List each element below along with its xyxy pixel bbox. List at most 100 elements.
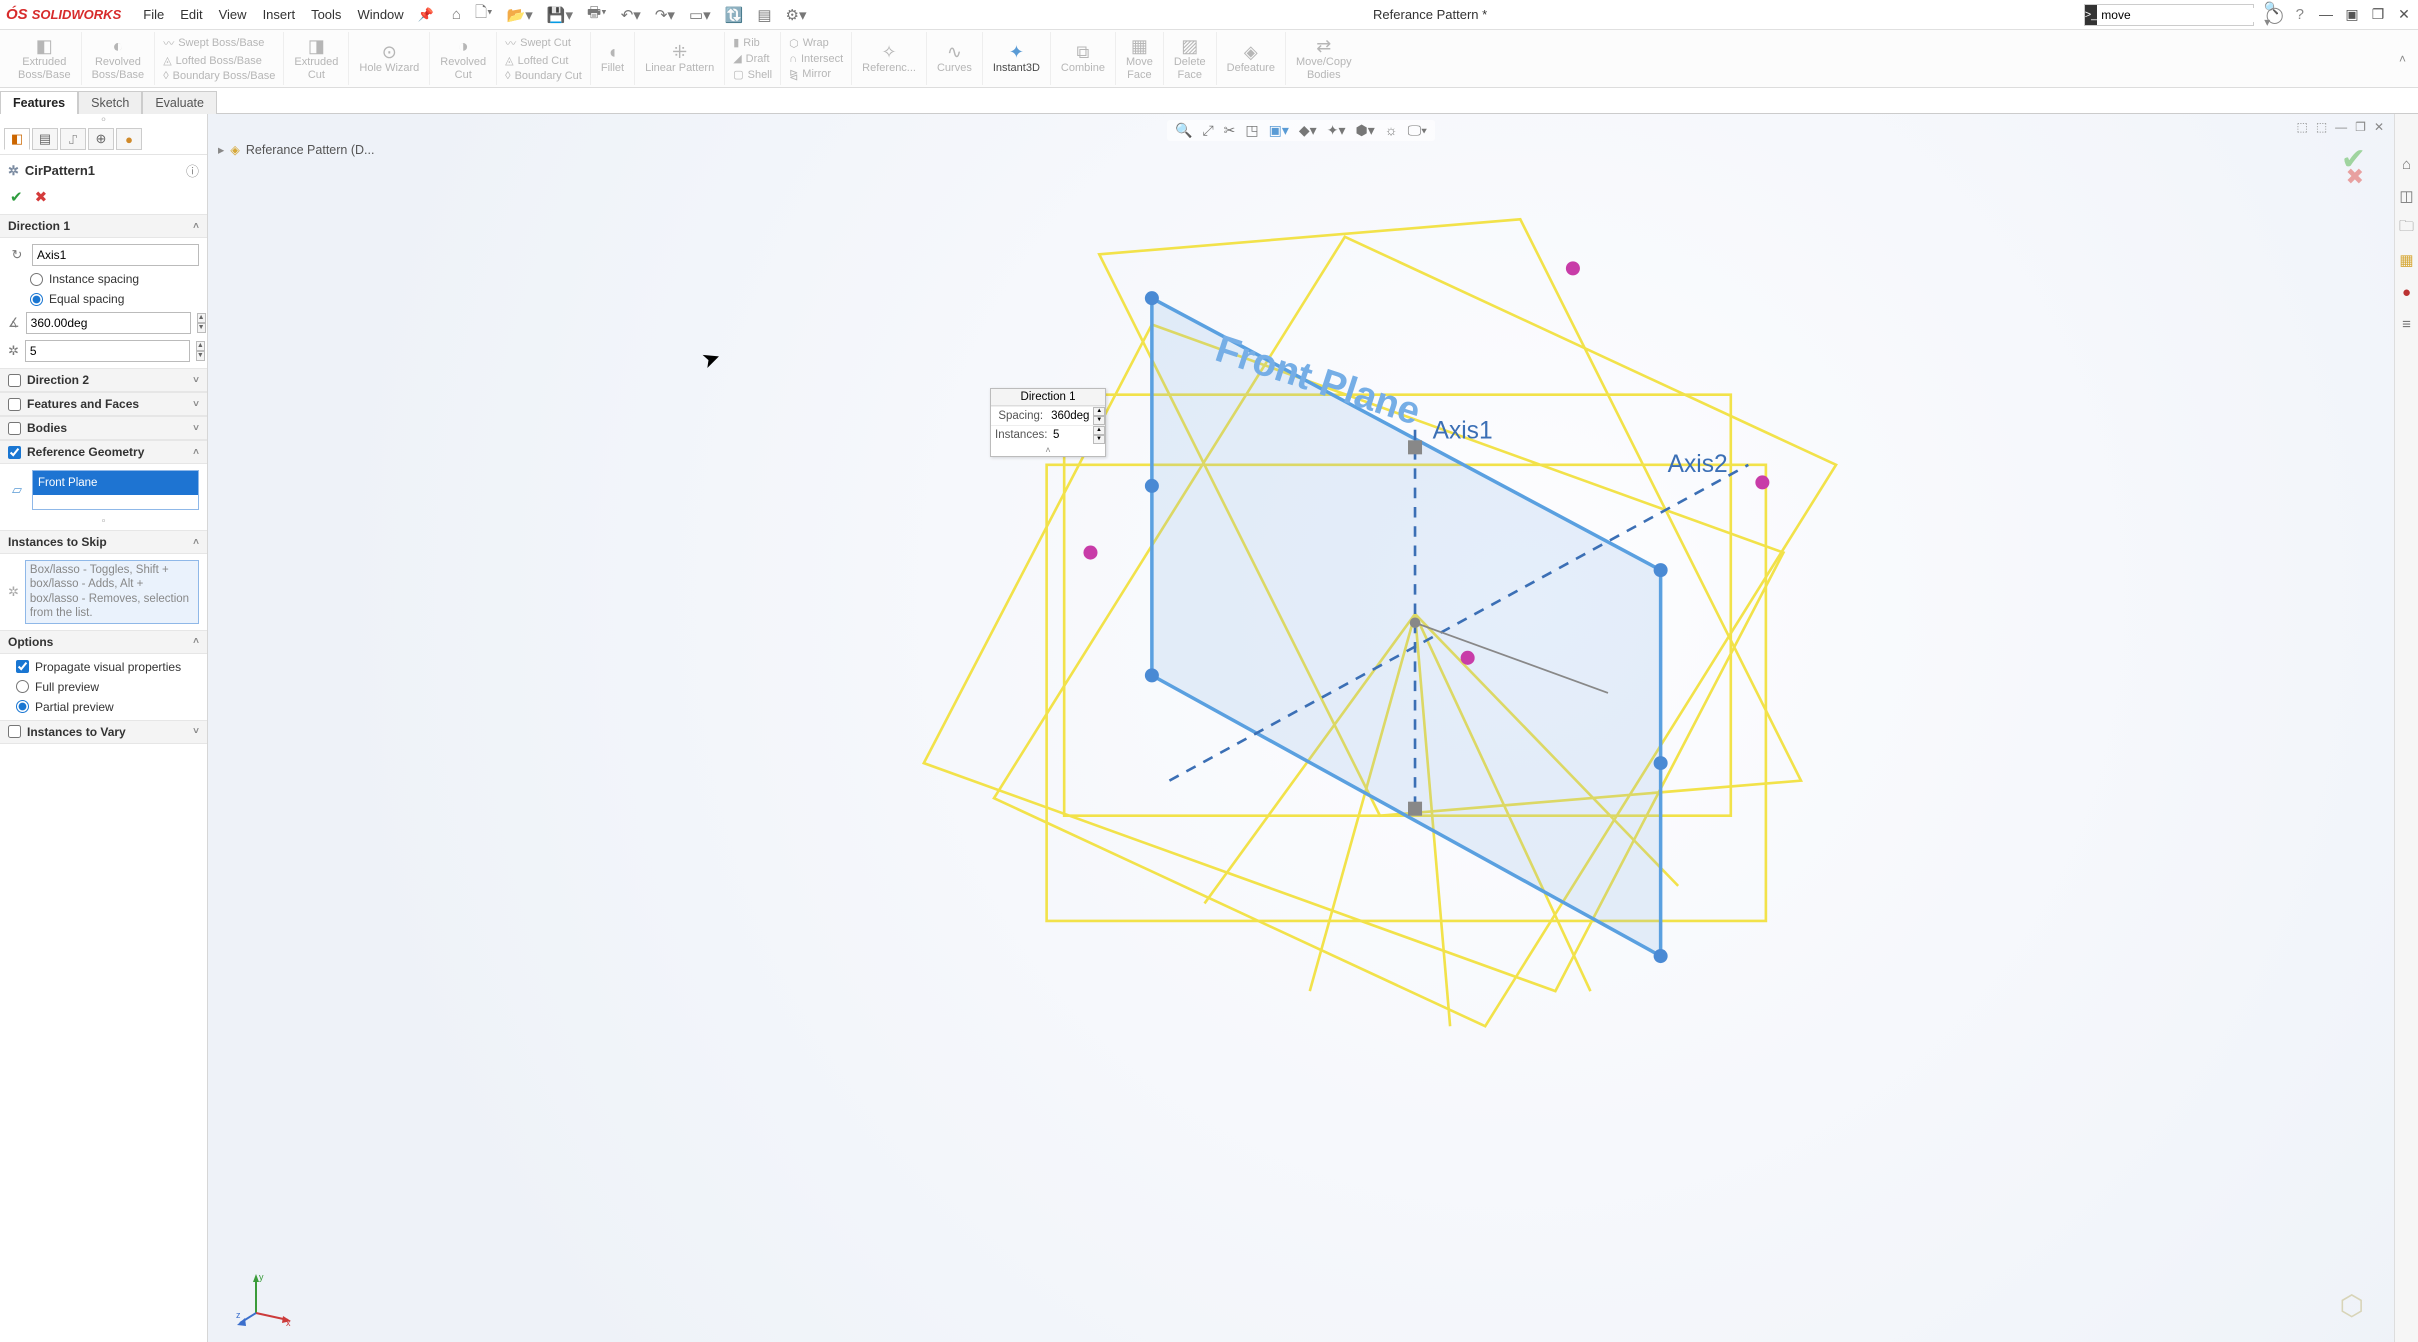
pin-icon[interactable]: 📌 — [418, 7, 434, 23]
rb-wrap-stack[interactable]: ⬡Wrap ∩Intersect ⧎Mirror — [781, 32, 852, 85]
radio-equal-spacing[interactable]: Equal spacing — [8, 292, 199, 306]
angle-spinner[interactable]: ▲▼ — [197, 313, 206, 333]
radio-partial-preview[interactable]: Partial preview — [8, 700, 199, 714]
ribbon-collapse-icon[interactable]: ˄ — [2399, 52, 2410, 66]
rb-rib-stack[interactable]: ▮Rib ◢Draft ▢Shell — [725, 32, 781, 85]
qa-settings-icon[interactable]: ⚙▾ — [786, 6, 807, 24]
rb-instant3d[interactable]: ✦Instant3D — [983, 32, 1051, 85]
section-features-faces[interactable]: Features and Faces ˅ — [0, 392, 207, 416]
command-search[interactable]: >_ 🔍▾ — [2084, 4, 2254, 26]
menu-view[interactable]: View — [211, 7, 255, 22]
pm-help-icon[interactable]: ⓘ — [186, 161, 199, 180]
callout-instances-value[interactable]: 5 — [1049, 427, 1093, 443]
menu-file[interactable]: File — [135, 7, 172, 22]
radio-instance-spacing[interactable]: Instance spacing — [8, 272, 199, 286]
pm-grip-top[interactable]: ∘ — [0, 114, 207, 124]
view-cube-icon[interactable]: ⬡ — [2340, 1289, 2364, 1322]
plane-select-icon[interactable]: ▱ — [8, 482, 26, 498]
qa-select-icon[interactable]: ▭▾ — [689, 6, 711, 24]
skip-selection-box[interactable]: Box/lasso - Toggles, Shift + box/lasso -… — [25, 560, 199, 624]
pm-tab-appearance-icon[interactable]: ● — [116, 128, 142, 150]
rb-reference[interactable]: ✧Referenc... — [852, 32, 927, 85]
rb-cut-stack[interactable]: 〰Swept Cut ◬Lofted Cut ◊Boundary Cut — [497, 32, 591, 85]
tp-view-palette-icon[interactable]: ▦ — [2397, 250, 2417, 270]
rb-curves[interactable]: ∿Curves — [927, 32, 983, 85]
graphics-area[interactable]: ▸ ◈ Referance Pattern (D... 🔍 ⤢ ✂ ◳ ▣▾ ◆… — [208, 114, 2394, 1342]
rb-hole-wizard[interactable]: ⊙Hole Wizard — [349, 32, 430, 85]
rb-extruded-boss[interactable]: ◧Extruded Boss/Base — [8, 32, 82, 85]
vary-checkbox[interactable] — [8, 725, 21, 738]
refgeo-checkbox[interactable] — [8, 446, 21, 459]
tab-features[interactable]: Features — [0, 91, 78, 114]
section-options[interactable]: Options ˄ — [0, 630, 207, 654]
pm-ok-button[interactable]: ✔ — [10, 188, 23, 206]
skip-select-icon[interactable]: ✲ — [8, 584, 19, 600]
tab-evaluate[interactable]: Evaluate — [142, 91, 217, 114]
pm-tab-config-icon[interactable]: ⑀ — [60, 128, 86, 150]
rb-defeature[interactable]: ◈Defeature — [1217, 32, 1286, 85]
qa-options-icon[interactable]: ▤ — [757, 6, 771, 24]
pm-tab-dim-icon[interactable]: ⊕ — [88, 128, 114, 150]
callout-spacing-spinner[interactable]: ▲▼ — [1093, 407, 1105, 425]
count-spinner[interactable]: ▲▼ — [196, 341, 205, 361]
rb-move-face[interactable]: ▦Move Face — [1116, 32, 1164, 85]
features-faces-checkbox[interactable] — [8, 398, 21, 411]
pm-tab-tree-icon[interactable]: ▤ — [32, 128, 58, 150]
rb-extruded-cut[interactable]: ◨Extruded Cut — [284, 32, 349, 85]
rb-revolved-boss[interactable]: ◐Revolved Boss/Base — [82, 32, 156, 85]
section-direction2[interactable]: Direction 2 ˅ — [0, 368, 207, 392]
search-input[interactable] — [2097, 8, 2260, 22]
qa-home-icon[interactable]: ⌂ — [452, 6, 461, 23]
tp-library-icon[interactable]: 🗀 — [2397, 218, 2417, 238]
section-instances-skip[interactable]: Instances to Skip ˄ — [0, 530, 207, 554]
pm-tab-feature-icon[interactable]: ◧ — [4, 128, 30, 150]
count-field[interactable] — [25, 340, 190, 362]
angle-field[interactable] — [26, 312, 191, 334]
orientation-triad[interactable]: y x z — [236, 1268, 296, 1328]
section-direction1[interactable]: Direction 1 ˄ — [0, 214, 207, 238]
menu-insert[interactable]: Insert — [255, 7, 304, 22]
tp-properties-icon[interactable]: ≡ — [2397, 314, 2417, 334]
qa-new-icon[interactable]: 🗋▾ — [475, 2, 493, 27]
rb-combine[interactable]: ⧉Combine — [1051, 32, 1116, 85]
qa-save-icon[interactable]: 💾▾ — [547, 6, 573, 24]
menu-edit[interactable]: Edit — [172, 7, 210, 22]
refgeo-selection[interactable]: Front Plane — [33, 471, 198, 495]
layout-button[interactable]: ▣ — [2344, 6, 2360, 23]
qa-rebuild-icon[interactable]: 🔃 — [725, 6, 744, 24]
qa-open-icon[interactable]: 📂▾ — [507, 6, 533, 24]
radio-full-preview[interactable]: Full preview — [8, 680, 199, 694]
axis-field[interactable] — [32, 244, 199, 266]
menu-tools[interactable]: Tools — [303, 7, 349, 22]
tp-appearances-icon[interactable]: ● — [2397, 282, 2417, 302]
tp-home-icon[interactable]: ⌂ — [2397, 154, 2417, 174]
minimize-button[interactable]: — — [2318, 6, 2334, 23]
rb-boss-stack[interactable]: 〰Swept Boss/Base ◬Lofted Boss/Base ◊Boun… — [155, 32, 284, 85]
qa-undo-icon[interactable]: ↶▾ — [621, 6, 641, 24]
direction2-checkbox[interactable] — [8, 374, 21, 387]
chk-propagate[interactable]: Propagate visual properties — [8, 660, 199, 674]
bodies-checkbox[interactable] — [8, 422, 21, 435]
direction1-callout[interactable]: Direction 1 Spacing: 360deg ▲▼ Instances… — [990, 388, 1106, 457]
rb-move-copy[interactable]: ⇄Move/Copy Bodies — [1286, 32, 1362, 85]
user-icon[interactable]: ◯ — [2266, 5, 2284, 25]
rb-delete-face[interactable]: ▨Delete Face — [1164, 32, 1217, 85]
section-instances-vary[interactable]: Instances to Vary ˅ — [0, 720, 207, 744]
rb-fillet[interactable]: ◖Fillet — [591, 32, 635, 85]
refgeo-grip[interactable]: ∘ — [8, 516, 199, 524]
rb-linear-pattern[interactable]: ⁜Linear Pattern — [635, 32, 725, 85]
help-icon[interactable]: ? — [2296, 6, 2304, 23]
menu-window[interactable]: Window — [349, 7, 411, 22]
restore-button[interactable]: ❐ — [2370, 6, 2386, 23]
rb-revolved-cut[interactable]: ◑Revolved Cut — [430, 32, 497, 85]
callout-collapse-icon[interactable]: ˄ — [991, 444, 1105, 456]
section-bodies[interactable]: Bodies ˅ — [0, 416, 207, 440]
callout-instances-spinner[interactable]: ▲▼ — [1093, 426, 1105, 444]
tab-sketch[interactable]: Sketch — [78, 91, 142, 114]
qa-print-icon[interactable]: 🖶▾ — [587, 2, 607, 27]
qa-redo-icon[interactable]: ↷▾ — [655, 6, 675, 24]
front-plane[interactable]: Front Plane — [1145, 291, 1668, 963]
close-button[interactable]: ✕ — [2396, 6, 2412, 23]
tp-resources-icon[interactable]: ◫ — [2397, 186, 2417, 206]
axis-select-icon[interactable]: ↻ — [8, 247, 26, 263]
